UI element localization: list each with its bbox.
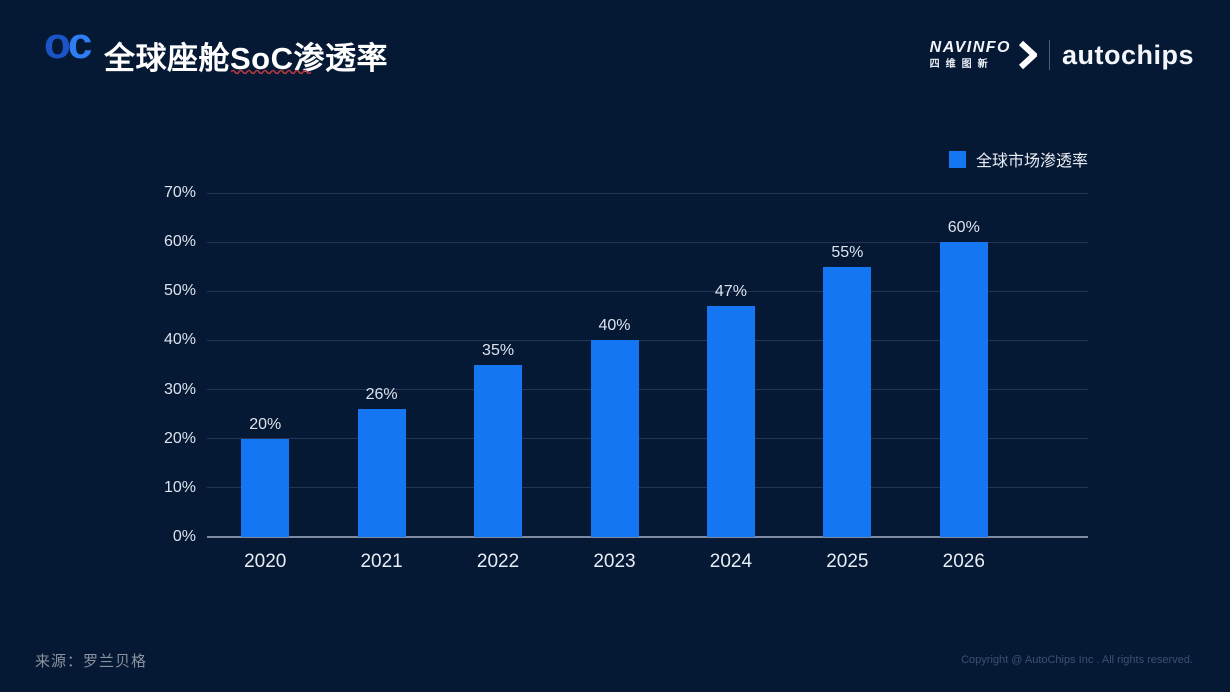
spellcheck-underline — [231, 69, 311, 74]
x-axis-line — [207, 536, 1088, 538]
x-tick-label: 2020 — [244, 551, 287, 572]
bar-value-label: 26% — [365, 386, 398, 404]
x-tick-label: 2026 — [942, 551, 985, 572]
brand-logos: NAVINFO 四维图新 autochips — [930, 34, 1194, 76]
gridline — [207, 438, 1088, 440]
bar-2022 — [474, 365, 523, 537]
navinfo-wordmark: NAVINFO — [929, 39, 1011, 56]
legend-label: 全球市场渗透率 — [975, 153, 1088, 170]
bar-value-label: 35% — [482, 342, 515, 359]
gridline — [207, 241, 1088, 243]
y-tick-label: 50% — [163, 282, 196, 300]
oc-logo-letter-c: c — [67, 19, 93, 68]
bar-value-label: 40% — [598, 317, 631, 335]
bar-value-label: 47% — [714, 283, 747, 301]
autochips-wordmark: autochips — [1061, 39, 1194, 70]
navinfo-chevron-icon — [1018, 40, 1037, 70]
y-tick-label: 10% — [163, 478, 196, 496]
y-tick-label: 70% — [163, 184, 196, 201]
bar-value-label: 60% — [947, 219, 980, 237]
x-tick-label: 2021 — [360, 551, 403, 572]
navinfo-logo: NAVINFO 四维图新 — [930, 39, 1011, 71]
y-tick-label: 60% — [163, 233, 196, 251]
gridline — [207, 192, 1088, 194]
bar-value-label: 20% — [249, 415, 282, 433]
source-note: 来源：罗兰贝格 — [35, 653, 148, 670]
bar-2024 — [706, 306, 755, 537]
page-title: 全球座舱SoC渗透率 — [104, 41, 388, 76]
gridline — [207, 487, 1088, 489]
bar-2025 — [823, 266, 872, 537]
bar-2026 — [939, 242, 988, 537]
gridline — [207, 389, 1088, 391]
gridline — [207, 339, 1088, 341]
plot-area: 20% 26% 35% 40% 47% 55% 60% — [207, 192, 1088, 538]
x-tick-label: 2022 — [476, 551, 520, 572]
bar-2021 — [357, 409, 406, 537]
navinfo-chinese-wordmark: 四维图新 — [929, 59, 994, 70]
y-tick-label: 20% — [163, 429, 196, 447]
bar-2023 — [590, 340, 639, 537]
x-tick-label: 2023 — [593, 551, 636, 572]
chart-legend: 全球市场渗透率 — [948, 147, 1088, 171]
copyright-note: Copyright @ AutoChips Inc . All rights r… — [961, 654, 1193, 666]
x-tick-label: 2025 — [826, 551, 869, 572]
y-tick-label: 40% — [163, 331, 196, 349]
oc-logo-letter-o: o — [44, 19, 71, 68]
bar-2020 — [241, 438, 290, 537]
brand-divider — [1048, 40, 1050, 70]
legend-swatch — [948, 150, 966, 168]
x-tick-label: 2024 — [709, 551, 753, 572]
y-tick-label: 0% — [172, 528, 196, 545]
oc-logo: oc — [44, 19, 93, 68]
gridline — [207, 290, 1088, 292]
y-tick-label: 30% — [163, 380, 196, 398]
bar-value-label: 55% — [831, 243, 864, 261]
